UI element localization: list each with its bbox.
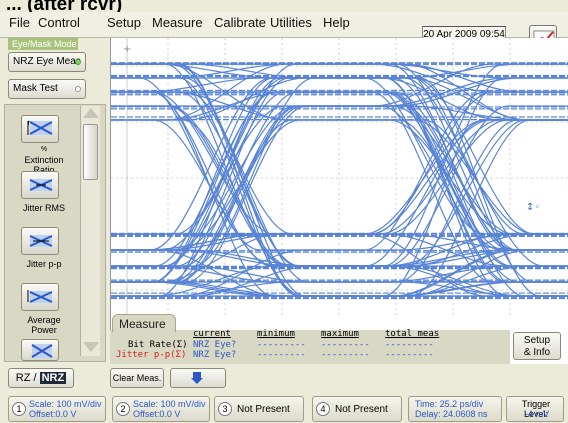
jitter-pp-button[interactable]: [21, 227, 59, 255]
cell-current: NRZ Eye?: [193, 340, 237, 350]
setup-info-button[interactable]: Setup & Info: [513, 332, 561, 360]
measurement-table: [110, 330, 510, 364]
channel-number: 4: [316, 402, 330, 416]
channel-scale: Scale: 100 mV/div: [29, 399, 102, 409]
channel-status: Not Present: [335, 404, 388, 415]
channel-status: Not Present: [237, 404, 290, 415]
eye-trace: [0, 63, 568, 160]
sidebar-item-label: Jitter RMS: [22, 203, 65, 213]
trigger-label: Trigger Level:: [521, 399, 551, 419]
extinction-ratio-button[interactable]: ↑: [21, 115, 59, 143]
rz-nrz-toggle[interactable]: RZ / NRZ: [8, 368, 74, 388]
row-label-bit-rate: Bit Rate(Σ): [128, 340, 188, 350]
eye-diagram: ↕◦ +: [0, 38, 568, 316]
channel-1-button[interactable]: 1 Scale: 100 mV/div Offset:0.0 V: [8, 396, 106, 422]
trigger-button[interactable]: Trigger Level: -4 mV: [506, 396, 564, 422]
timebase-button[interactable]: Time: 25.2 ps/div Delay: 24.0608 ns: [408, 396, 502, 422]
sidebar-item-label: % Extinction Ratio: [24, 146, 64, 175]
channel-marker-icon: ↕◦: [526, 202, 540, 213]
clear-meas-button[interactable]: Clear Meas.: [110, 368, 164, 388]
cell-maximum: ---------: [321, 350, 370, 360]
arrow-down-icon: [193, 372, 201, 379]
sidebar-item-label: Jitter p-p: [26, 259, 62, 269]
eye-meas-icon: [31, 344, 53, 358]
sidebar-item-label: Average Power: [27, 315, 61, 335]
channel-offset: Offset:0.0 V: [29, 409, 77, 419]
cell-maximum: ---------: [321, 340, 370, 350]
menu-measure[interactable]: Measure: [152, 15, 203, 30]
row-label-jitter: Jitter p-p(Σ): [116, 350, 187, 360]
channel-offset: Offset:0.0 V: [133, 409, 181, 419]
menu-file[interactable]: File: [9, 15, 30, 30]
tab-measure[interactable]: Measure: [112, 314, 176, 332]
average-power-icon: [27, 290, 53, 303]
cell-minimum: ---------: [257, 350, 306, 360]
scroll-down-icon[interactable]: [83, 342, 99, 352]
scroll-up-icon[interactable]: [83, 108, 99, 118]
eye-trace: [0, 91, 568, 267]
menu-control[interactable]: Control: [38, 15, 80, 30]
col-header-maximum: maximum: [321, 329, 359, 339]
channel-4-button[interactable]: 4 Not Present: [312, 396, 402, 422]
cell-current: NRZ Eye?: [193, 350, 237, 360]
nrz-eye-meas-button[interactable]: NRZ Eye Meas: [8, 52, 86, 72]
svg-text:↑: ↑: [26, 120, 31, 127]
jitter-rms-button[interactable]: [21, 171, 59, 199]
more-measure-button[interactable]: [21, 339, 59, 361]
trigger-value: -4 mV: [525, 409, 550, 419]
menu-bar: File Control Setup Measure Calibrate Uti…: [0, 12, 568, 49]
menu-help[interactable]: Help: [323, 15, 350, 30]
channel-number: 1: [12, 402, 26, 416]
move-down-button[interactable]: [170, 368, 226, 388]
channel-number: 2: [116, 402, 130, 416]
channel-number: 3: [218, 402, 232, 416]
waveform-display[interactable]: ↕◦ +: [0, 38, 568, 364]
timebase-time: Time: 25.2 ps/div: [415, 399, 484, 409]
channel-3-button[interactable]: 3 Not Present: [214, 396, 304, 422]
eye-trace: [0, 236, 568, 297]
jitter-rms-icon: [29, 179, 53, 191]
arrow-down-head: [191, 378, 203, 384]
timebase-delay: Delay: 24.0608 ns: [415, 409, 488, 419]
cell-total: ---------: [385, 340, 434, 350]
col-header-minimum: minimum: [257, 329, 295, 339]
menu-calibrate[interactable]: Calibrate: [214, 15, 267, 30]
cell-minimum: ---------: [257, 340, 306, 350]
average-power-button[interactable]: [21, 283, 59, 311]
col-header-total: total meas: [385, 329, 440, 339]
eye-trace: [0, 77, 568, 251]
col-header-current: current: [193, 329, 231, 339]
menu-utilities[interactable]: Utilities: [270, 15, 312, 30]
cell-total: ---------: [385, 350, 434, 360]
menu-setup[interactable]: Setup: [107, 15, 141, 30]
channel-2-button[interactable]: 2 Scale: 100 mV/div Offset:0.0 V: [112, 396, 210, 422]
mask-test-button[interactable]: Mask Test: [8, 79, 86, 99]
extinction-ratio-icon: ↑: [26, 120, 53, 135]
svg-text:+: +: [123, 44, 131, 55]
page-title: ... (after rcvr): [6, 0, 123, 15]
scroll-thumb[interactable]: [83, 124, 98, 180]
status-led-icon: [75, 59, 81, 65]
channel-scale: Scale: 100 mV/div: [133, 399, 206, 409]
status-led-icon: [75, 86, 81, 92]
jitter-pp-icon: [29, 235, 53, 247]
mode-label: Eye/Mask Mode: [8, 38, 78, 50]
sidebar-scrollbar[interactable]: [80, 106, 100, 356]
